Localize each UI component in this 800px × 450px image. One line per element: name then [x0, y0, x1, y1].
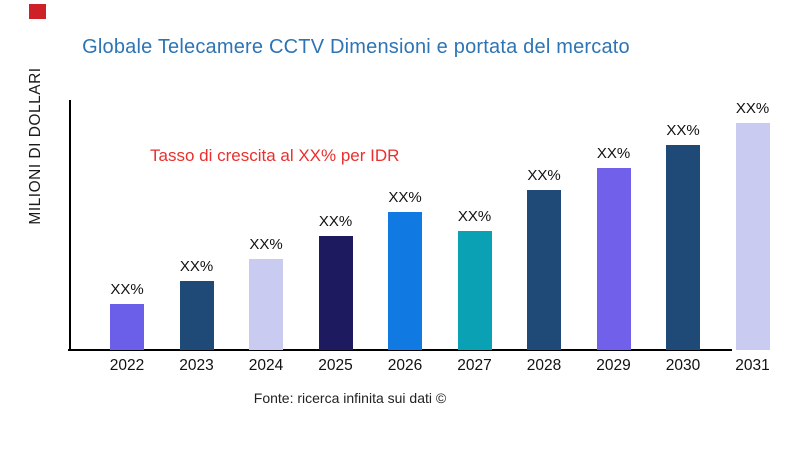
bar-2030: [666, 145, 700, 350]
bar-2028: [527, 190, 561, 350]
x-tick-2023: 2023: [179, 357, 214, 374]
bar-value-label-2031: XX%: [735, 100, 770, 117]
chart-title: Globale Telecamere CCTV Dimensioni e por…: [82, 36, 630, 58]
growth-rate-annotation: Tasso di crescita al XX% per IDR: [150, 146, 400, 165]
x-tick-2027: 2027: [457, 357, 492, 374]
x-tick-2031: 2031: [735, 357, 770, 374]
bar-value-label-2029: XX%: [596, 145, 631, 162]
bar-value-label-2027: XX%: [457, 208, 492, 225]
bar-value-label-2025: XX%: [318, 213, 353, 230]
red-square-logo-mark: [29, 4, 46, 19]
y-axis-label: MILIONI DI DOLLARI: [27, 67, 44, 225]
bar-value-label-2022: XX%: [110, 281, 144, 298]
bar-2025: [318, 236, 353, 350]
bar-value-label-2024: XX%: [249, 236, 283, 253]
bar-value-label-2028: XX%: [527, 167, 561, 184]
x-tick-2024: 2024: [248, 357, 284, 374]
bar-value-label-2026: XX%: [388, 189, 422, 206]
bar-2023: [179, 281, 214, 350]
x-tick-2025: 2025: [318, 357, 353, 374]
x-tick-2028: 2028: [526, 357, 562, 374]
x-tick-2029: 2029: [596, 357, 631, 374]
bar-2024: [249, 259, 283, 350]
bar-2027: [457, 231, 492, 350]
bar-value-label-2030: XX%: [666, 122, 700, 139]
y-axis-line: [69, 100, 71, 350]
bar-2022: [110, 304, 144, 350]
source-attribution: Fonte: ricerca infinita sui dati ©: [253, 390, 447, 406]
bar-value-label-2023: XX%: [179, 258, 214, 275]
x-tick-2030: 2030: [665, 357, 701, 374]
x-tick-2022: 2022: [109, 357, 145, 374]
plot-area: XX% 2022 XX% 2023 XX% 2024 XX% 2025 XX% 2026 XX% 20…: [70, 100, 782, 374]
bar-2031: [735, 123, 770, 350]
bar-2026: [388, 212, 422, 350]
x-tick-2026: 2026: [387, 357, 423, 374]
bar-2029: [596, 168, 631, 350]
